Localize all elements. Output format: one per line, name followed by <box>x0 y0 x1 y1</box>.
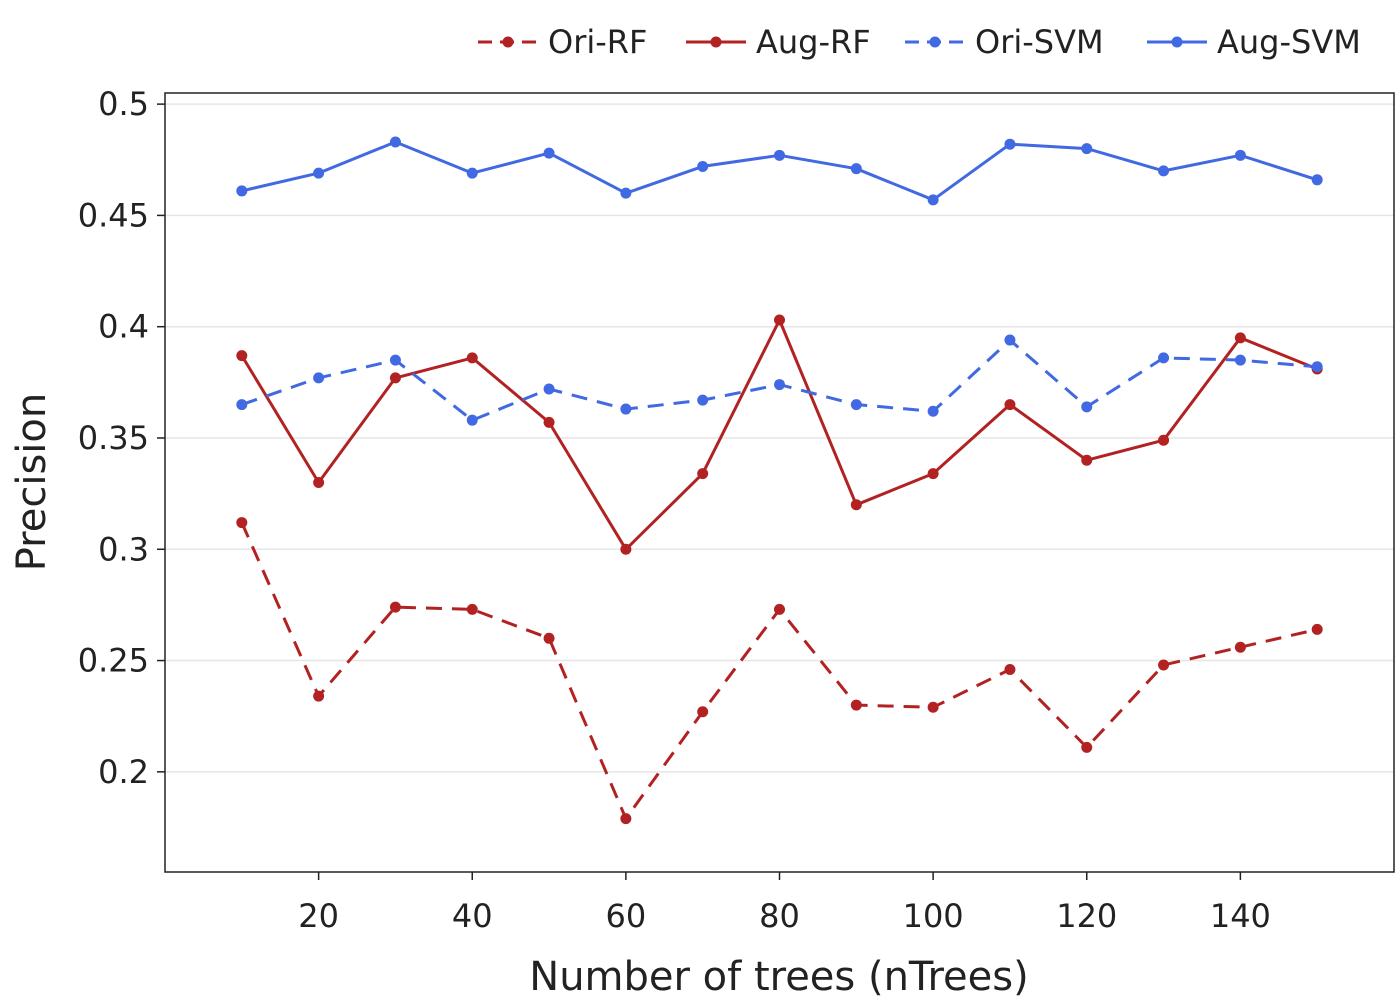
y-tick-label: 0.45 <box>78 196 149 234</box>
series-lines <box>236 136 1323 825</box>
data-point-aug-rf <box>1158 434 1170 446</box>
x-tick-label: 120 <box>1056 897 1117 935</box>
legend-marker-ori-svm <box>929 36 941 48</box>
data-point-ori-rf <box>1234 641 1246 653</box>
x-tick-label: 20 <box>298 897 339 935</box>
legend-label-ori-rf: Ori-RF <box>548 23 647 61</box>
data-point-ori-rf <box>236 517 248 529</box>
legend-label-aug-rf: Aug-RF <box>756 23 871 61</box>
data-point-ori-rf <box>1004 663 1016 675</box>
data-point-aug-svm <box>850 163 862 175</box>
data-point-ori-svm <box>313 372 325 384</box>
data-point-ori-svm <box>1081 401 1093 413</box>
data-point-ori-svm <box>236 399 248 411</box>
data-point-ori-svm <box>927 405 939 417</box>
data-point-ori-svm <box>850 399 862 411</box>
y-axis-title: Precision <box>9 393 55 571</box>
data-point-aug-svm <box>1081 143 1093 155</box>
data-point-ori-svm <box>697 394 709 406</box>
x-tick-label: 60 <box>606 897 647 935</box>
data-point-aug-svm <box>543 147 555 159</box>
data-point-aug-rf <box>1081 454 1093 466</box>
x-tick-label: 140 <box>1210 897 1271 935</box>
legend-marker-aug-svm <box>1171 36 1183 48</box>
data-point-aug-svm <box>1158 165 1170 177</box>
data-point-ori-rf <box>466 603 478 615</box>
y-tick-label: 0.25 <box>78 642 149 680</box>
legend-item-aug-rf: Aug-RF <box>686 23 871 61</box>
series-line-aug-rf <box>240 318 1318 551</box>
x-tick-label: 40 <box>452 897 493 935</box>
data-point-ori-rf <box>927 701 939 713</box>
data-point-ori-svm <box>1158 352 1170 364</box>
data-point-aug-rf <box>927 468 939 480</box>
y-tick-label: 0.3 <box>98 530 149 568</box>
data-point-ori-rf <box>313 690 325 702</box>
legend-item-ori-rf: Ori-RF <box>478 23 647 61</box>
data-point-ori-rf <box>850 699 862 711</box>
data-point-ori-svm <box>1311 361 1323 373</box>
data-point-aug-rf <box>1004 399 1016 411</box>
data-point-aug-rf <box>313 477 325 488</box>
x-axis-title: Number of trees (nTrees) <box>529 954 1028 1000</box>
legend-marker-aug-rf <box>710 36 722 48</box>
data-point-aug-svm <box>697 160 709 172</box>
data-point-aug-svm <box>389 136 401 148</box>
data-point-ori-svm <box>1234 354 1246 366</box>
data-point-ori-rf <box>543 632 555 644</box>
data-point-ori-svm <box>774 379 785 391</box>
data-point-aug-svm <box>313 167 325 179</box>
data-point-aug-rf <box>620 543 632 555</box>
data-point-aug-svm <box>774 149 785 161</box>
data-point-ori-rf <box>1158 659 1170 671</box>
y-tick-label: 0.35 <box>78 419 149 457</box>
data-point-aug-rf <box>236 350 248 362</box>
data-point-ori-svm <box>389 354 401 366</box>
x-tick-label: 80 <box>759 897 800 935</box>
data-point-ori-svm <box>620 403 632 415</box>
data-point-ori-rf <box>620 813 632 825</box>
data-point-ori-rf <box>774 603 785 615</box>
data-point-aug-rf <box>543 416 555 428</box>
legend-marker-ori-rf <box>502 36 514 48</box>
data-point-aug-rf <box>389 372 401 384</box>
legend: Ori-RF Aug-RF Ori-SVM Aug-SVM <box>478 23 1361 61</box>
data-point-ori-rf <box>1311 623 1323 635</box>
legend-label-aug-svm: Aug-SVM <box>1217 23 1361 61</box>
data-point-aug-rf <box>774 314 785 326</box>
data-point-aug-rf <box>1234 332 1246 344</box>
gridlines <box>165 103 1394 773</box>
legend-label-ori-svm: Ori-SVM <box>975 23 1104 61</box>
data-point-aug-svm <box>1004 138 1016 150</box>
data-point-aug-svm <box>1311 174 1323 186</box>
data-point-ori-rf <box>697 706 709 718</box>
data-point-aug-svm <box>466 167 478 179</box>
data-point-aug-svm <box>236 185 248 197</box>
y-tick-label: 0.5 <box>98 85 149 123</box>
data-point-ori-rf <box>1081 741 1093 753</box>
data-point-ori-svm <box>1004 334 1016 346</box>
data-point-aug-svm <box>620 187 632 199</box>
data-point-ori-svm <box>543 383 555 395</box>
y-tick-label: 0.2 <box>98 753 149 791</box>
legend-item-aug-svm: Aug-SVM <box>1147 23 1361 61</box>
data-point-aug-rf <box>697 468 709 480</box>
x-tick-label: 100 <box>903 897 964 935</box>
data-point-ori-rf <box>389 601 401 613</box>
legend-item-ori-svm: Ori-SVM <box>905 23 1104 61</box>
plot-area-frame <box>164 92 1395 873</box>
data-point-ori-svm <box>466 414 478 426</box>
series-line-ori-rf <box>240 521 1318 821</box>
axes: 0.2 0.25 0.3 0.35 0.4 0.45 0.5 20 40 60 80 100 120 14… <box>78 85 1271 935</box>
data-point-aug-svm <box>927 194 939 206</box>
data-point-aug-svm <box>1234 149 1246 161</box>
data-point-aug-rf <box>466 352 478 364</box>
y-tick-label: 0.4 <box>98 308 149 346</box>
data-point-aug-rf <box>850 499 862 511</box>
